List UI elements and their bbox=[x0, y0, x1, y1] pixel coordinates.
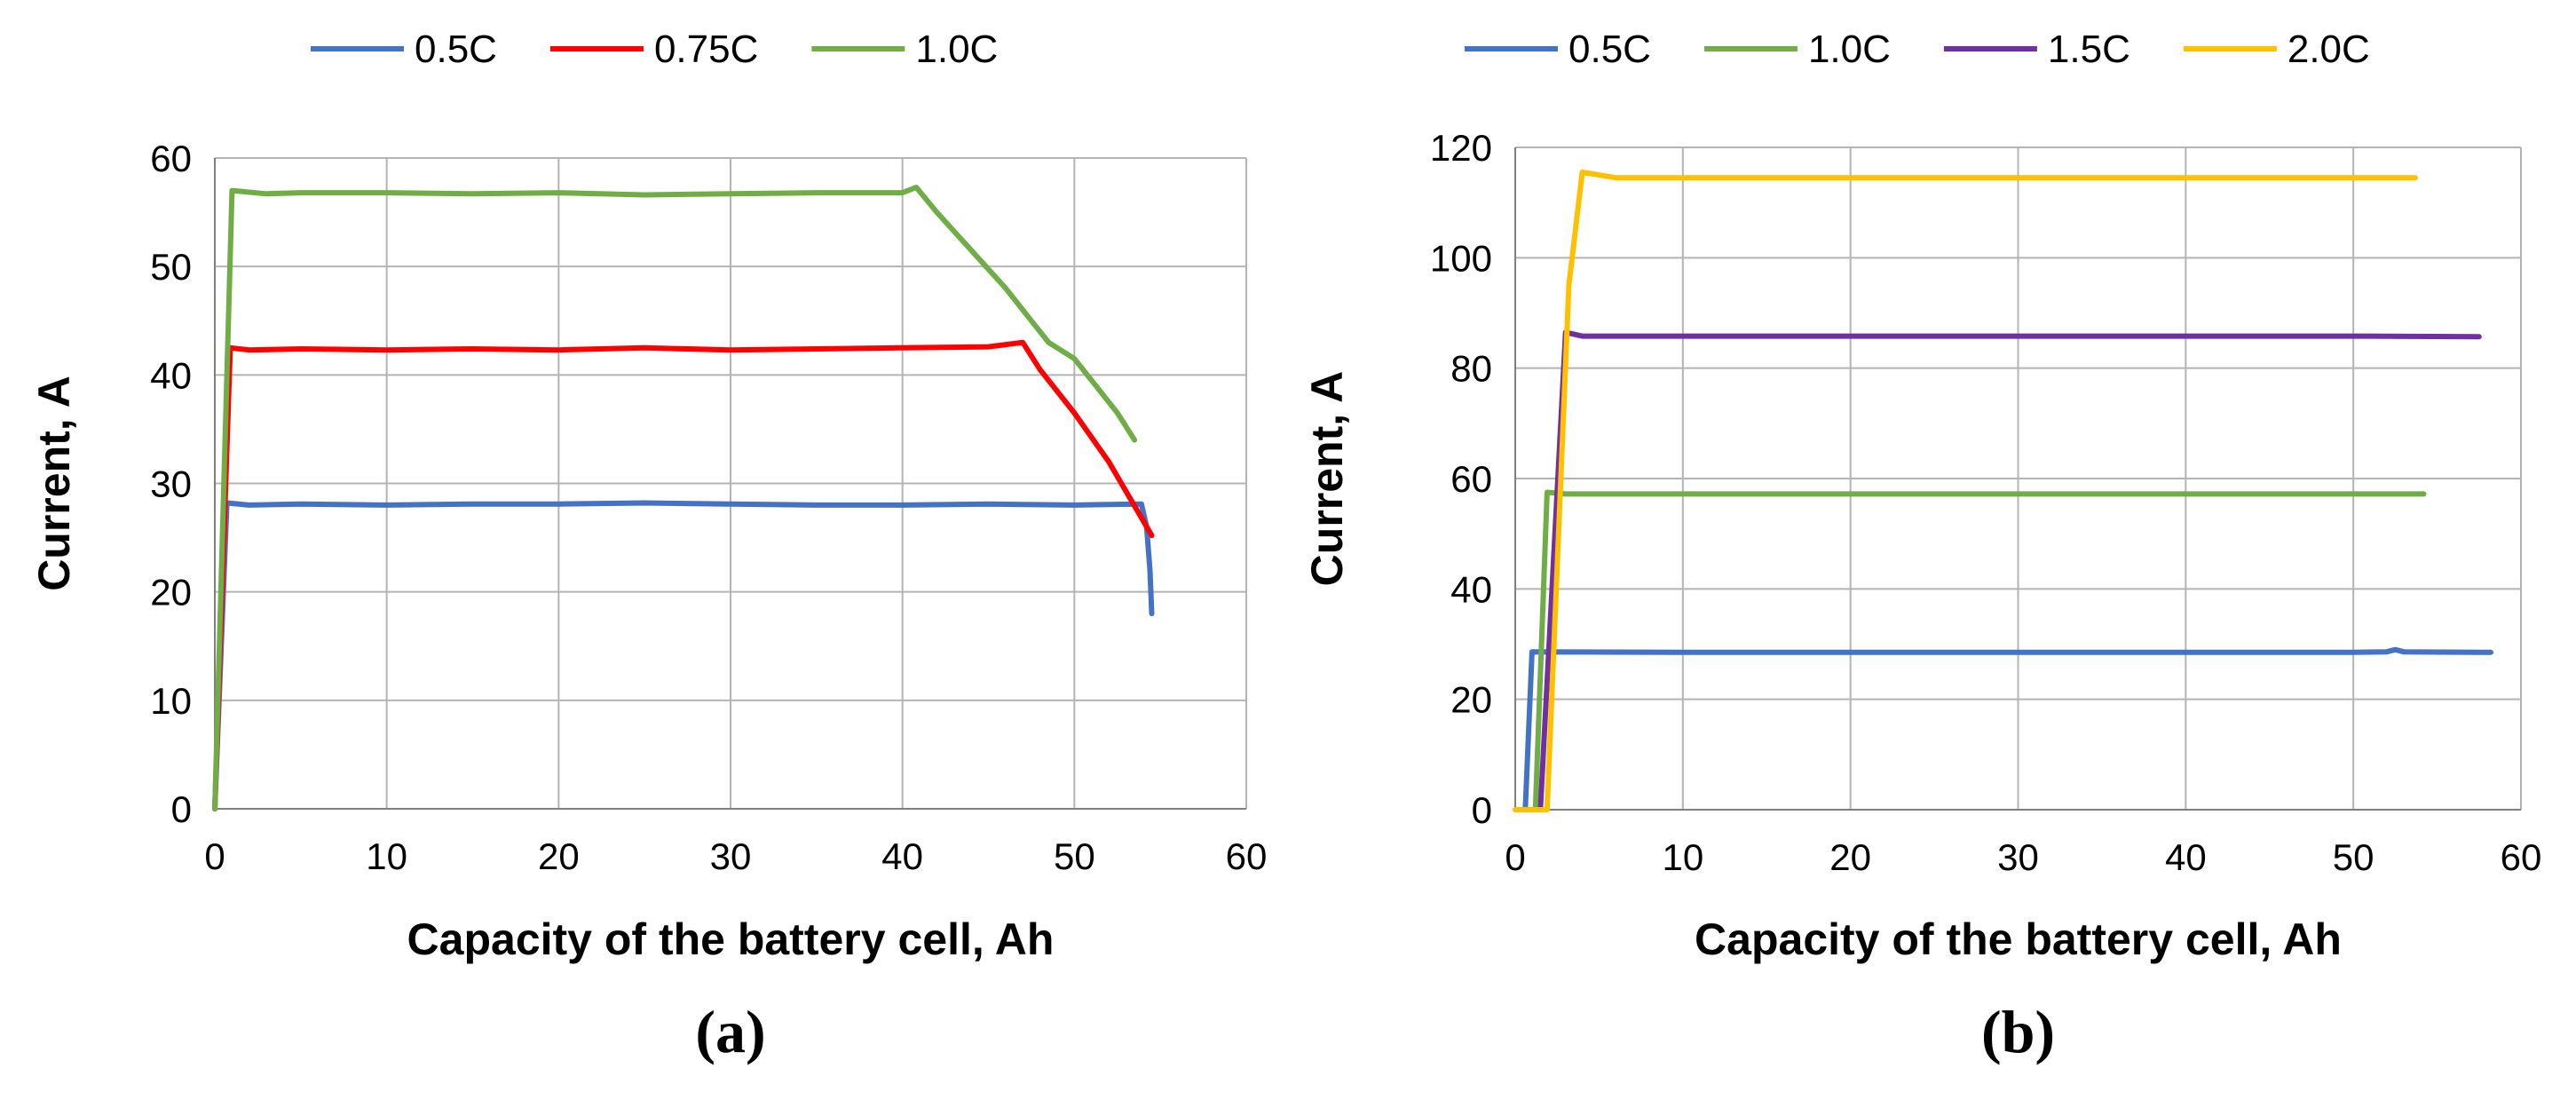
chart-a-ytick-label: 50 bbox=[150, 246, 192, 288]
chart-b: 0 20 40 60 80 100 120 0 10 20 30 40 50 60 0.5C 1.0C 1.5C… bbox=[1302, 28, 2541, 1065]
chart-a-ytick-label: 30 bbox=[150, 463, 192, 505]
chart-b-legend-item-1-5c: 1.5C bbox=[1943, 28, 2130, 71]
chart-a-series-line-0-5c bbox=[212, 500, 1155, 811]
chart-a-xtick-label: 20 bbox=[538, 835, 580, 877]
chart-a-xtick-label: 60 bbox=[1226, 835, 1268, 877]
chart-a-legend: 0.5C 0.75C 1.0C bbox=[311, 28, 998, 71]
chart-a-xtick-label: 40 bbox=[881, 835, 923, 877]
chart-b-legend-item-2-0c: 2.0C bbox=[2183, 28, 2370, 71]
chart-b-series-line-0-5c bbox=[1522, 646, 2493, 812]
chart-b-xtick-label: 30 bbox=[1997, 836, 2039, 878]
chart-b-ytick-label: 20 bbox=[1450, 679, 1492, 721]
chart-a: 0 10 20 30 40 50 60 0 10 20 30 40 50 60 0.5C 0.75C 1.0C C… bbox=[29, 28, 1267, 1065]
chart-b-ytick-label: 100 bbox=[1430, 237, 1492, 279]
chart-a-xtick-label: 0 bbox=[204, 835, 225, 877]
chart-b-ytick-label: 80 bbox=[1450, 348, 1492, 390]
chart-a-legend-label: 0.5C bbox=[415, 28, 497, 71]
chart-a-legend-item-0-5c: 0.5C bbox=[311, 28, 497, 71]
chart-a-gridlines bbox=[214, 157, 1247, 810]
chart-b-legend-label: 0.5C bbox=[1569, 28, 1651, 71]
chart-b-xtick-label: 10 bbox=[1662, 836, 1703, 878]
chart-b-series-line-1-0c bbox=[1532, 489, 2427, 812]
chart-b-legend-item-0-5c: 0.5C bbox=[1465, 28, 1651, 71]
chart-a-legend-label: 0.75C bbox=[654, 28, 758, 71]
chart-a-y-axis-title: Current, A bbox=[29, 376, 79, 591]
chart-a-xtick-label: 50 bbox=[1054, 835, 1095, 877]
chart-a-legend-item-0-75c: 0.75C bbox=[549, 28, 758, 71]
chart-b-legend-item-1-0c: 1.0C bbox=[1703, 28, 1891, 71]
chart-b-ytick-label: 40 bbox=[1450, 568, 1492, 610]
chart-b-legend-label: 2.0C bbox=[2288, 28, 2370, 71]
chart-a-ytick-label: 20 bbox=[150, 572, 192, 613]
chart-b-x-axis-title: Capacity of the battery cell, Ah bbox=[1695, 914, 2342, 964]
chart-a-legend-label: 1.0C bbox=[915, 28, 998, 71]
chart-a-series-line-0-75c bbox=[212, 339, 1155, 811]
chart-b-xtick-label: 60 bbox=[2501, 836, 2542, 878]
chart-a-x-axis-title: Capacity of the battery cell, Ah bbox=[407, 914, 1055, 964]
chart-a-ytick-label: 40 bbox=[150, 354, 192, 396]
chart-b-ytick-label: 0 bbox=[1472, 789, 1492, 831]
chart-a-series-line-1-0c bbox=[212, 185, 1138, 811]
chart-b-y-axis-title: Current, A bbox=[1302, 371, 1352, 587]
chart-a-ytick-label: 60 bbox=[150, 138, 192, 179]
chart-a-panel-label: (a) bbox=[695, 998, 765, 1065]
chart-a-legend-item-1-0c: 1.0C bbox=[811, 28, 998, 71]
chart-b-series-line-2-0c bbox=[1513, 170, 2418, 812]
chart-b-legend: 0.5C 1.0C 1.5C 2.0C bbox=[1465, 28, 2370, 71]
chart-b-series-line-1-5c bbox=[1537, 329, 2482, 812]
chart-b-xtick-label: 20 bbox=[1829, 836, 1871, 878]
chart-b-xtick-label: 0 bbox=[1505, 836, 1525, 878]
chart-a-ytick-label: 10 bbox=[150, 680, 192, 722]
chart-b-legend-label: 1.5C bbox=[2048, 28, 2130, 71]
chart-a-xtick-label: 10 bbox=[366, 835, 407, 877]
chart-b-gridlines bbox=[1514, 146, 2522, 811]
chart-b-ytick-label: 120 bbox=[1430, 127, 1492, 169]
chart-b-ytick-label: 60 bbox=[1450, 458, 1492, 500]
chart-b-xtick-label: 50 bbox=[2333, 836, 2375, 878]
chart-b-legend-label: 1.0C bbox=[1808, 28, 1891, 71]
chart-a-xtick-label: 30 bbox=[710, 835, 752, 877]
chart-a-ytick-label: 0 bbox=[171, 788, 192, 830]
chart-b-xtick-label: 40 bbox=[2165, 836, 2207, 878]
chart-b-panel-label: (b) bbox=[1981, 998, 2055, 1065]
